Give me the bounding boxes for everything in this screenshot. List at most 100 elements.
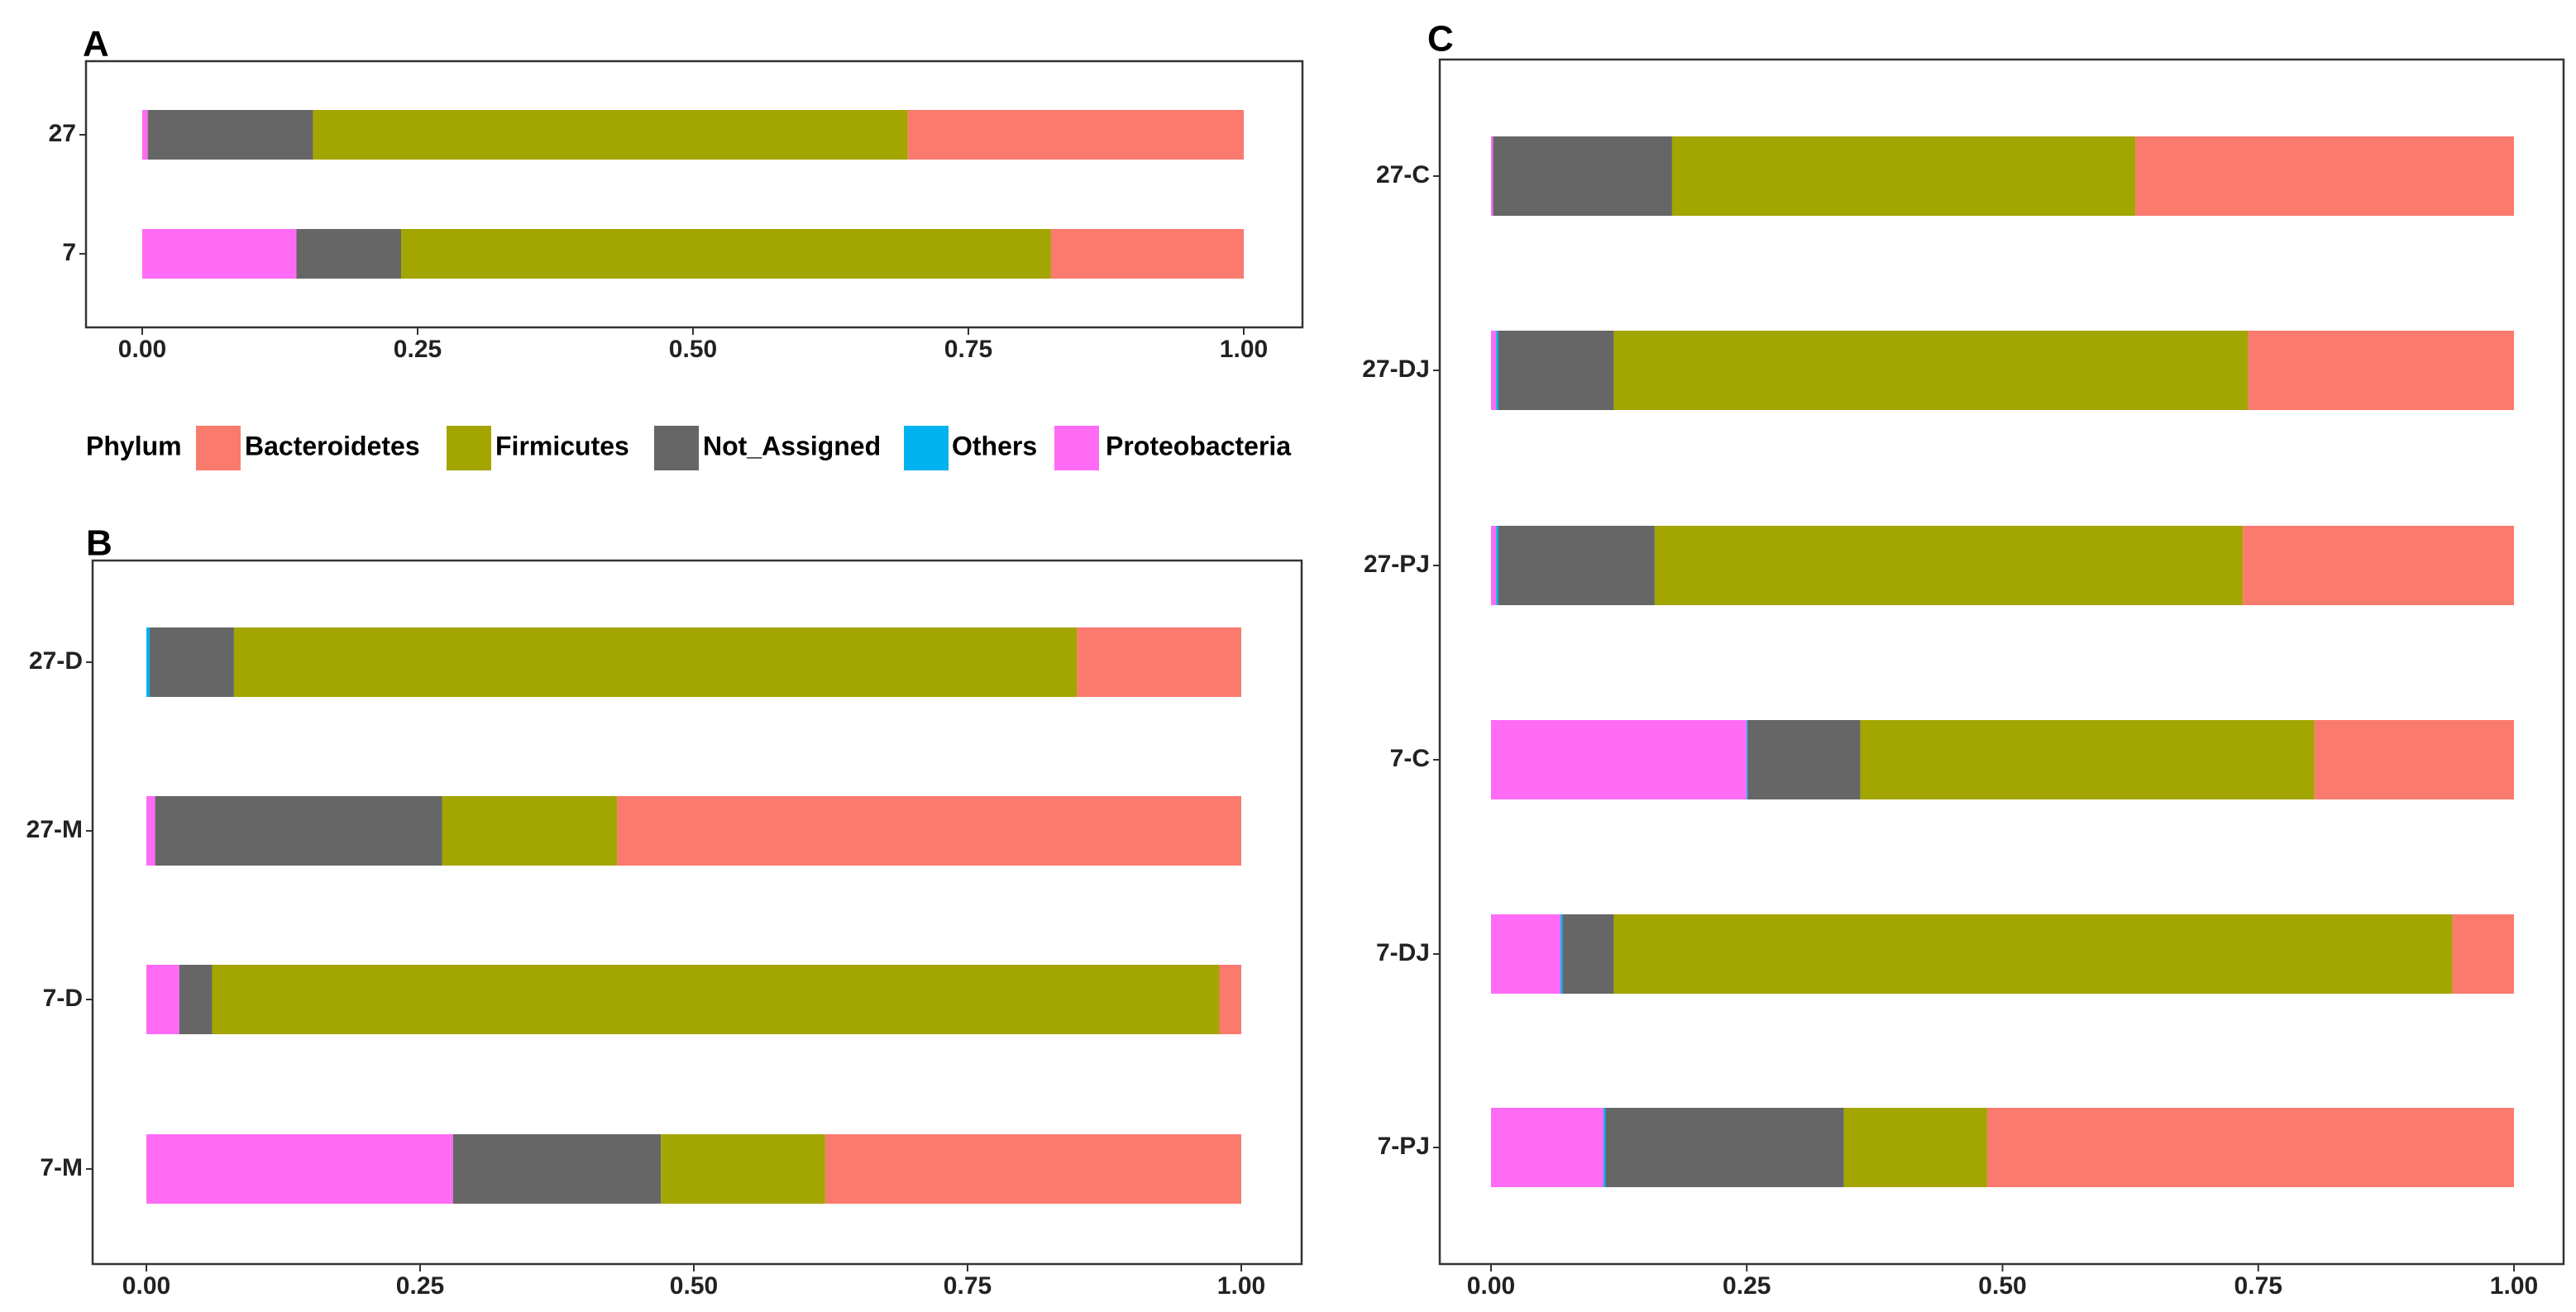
bar-row-27-d	[146, 627, 1241, 697]
x-tick-label: 0.75	[2234, 1272, 2282, 1300]
bar-segment-others	[1560, 914, 1563, 994]
bar-segment-others	[146, 627, 150, 697]
bar-segment-not-assigned	[155, 796, 442, 866]
bar-segment-firmicutes	[212, 965, 1220, 1034]
x-tick-label: 0.75	[944, 1272, 992, 1300]
bar-segment-proteobacteria	[142, 229, 297, 279]
bar-row-27-pj	[1491, 526, 2514, 605]
x-tick-label: 0.00	[122, 1272, 170, 1300]
bar-segment-not-assigned	[179, 965, 213, 1034]
bar-segment-proteobacteria	[1491, 914, 1561, 994]
legend-label: Others	[952, 431, 1037, 460]
bar-segment-bacteroidetes	[2314, 720, 2514, 799]
x-tick-label: 0.50	[669, 336, 717, 363]
bar-segment-not-assigned	[1493, 136, 1672, 216]
bar-segment-firmicutes	[1613, 331, 2249, 410]
bar-segment-not-assigned	[1498, 331, 1614, 410]
bar-segment-firmicutes	[661, 1134, 825, 1204]
y-tick-label: 27-D	[29, 647, 83, 675]
plot-frame	[84, 60, 1304, 329]
y-tick-label: 7-PJ	[1378, 1133, 1430, 1160]
legend-swatch	[196, 426, 241, 470]
legend-item-others: Others	[904, 426, 1037, 470]
bar-row-27	[142, 110, 1244, 160]
bar-row-7-c	[1491, 720, 2514, 799]
x-tick-label: 1.00	[1217, 1272, 1265, 1300]
legend: Phylum Bacteroidetes Firmicutes Not_Assigne…	[86, 426, 1291, 470]
bar-row-7	[142, 229, 1244, 279]
bar-segment-not-assigned	[1605, 1108, 1844, 1187]
bar-segment-bacteroidetes	[2452, 914, 2514, 994]
y-tick-label: 7	[62, 239, 76, 266]
x-tick-label: 0.00	[1467, 1272, 1515, 1300]
bar-segment-proteobacteria	[1491, 331, 1497, 410]
legend-swatch	[904, 426, 949, 470]
panel-b: B 27-D 27-M 7-D 7-M 0.00 0.25 0.50 0.75 1.00	[26, 523, 1303, 1300]
bar-segment-firmicutes	[401, 229, 1051, 279]
bar-segment-bacteroidetes	[617, 796, 1241, 866]
x-tick-label: 0.25	[1723, 1272, 1771, 1300]
bar-row-7-d	[146, 965, 1241, 1034]
plot-frame	[1438, 58, 2565, 1266]
bar-segment-proteobacteria	[1491, 720, 1747, 799]
panel-c: C 27-C 27-DJ 27-PJ 7-C 7-DJ 7-PJ 0.00 0.25 0.50 0.…	[1362, 19, 2565, 1300]
bar-segment-proteobacteria	[1491, 1108, 1604, 1187]
x-tick-label: 0.50	[670, 1272, 718, 1300]
y-tick-label: 27-PJ	[1364, 551, 1430, 578]
bar-segment-proteobacteria	[146, 796, 155, 866]
bar-segment-firmicutes	[1843, 1108, 1987, 1187]
x-tick-label: 0.00	[118, 336, 166, 363]
y-tick-label: 7-M	[40, 1154, 83, 1181]
legend-swatch	[654, 426, 699, 470]
bar-segment-bacteroidetes	[1050, 229, 1244, 279]
legend-title: Phylum	[86, 431, 182, 460]
bar-segment-firmicutes	[442, 796, 618, 866]
bar-segment-others	[1496, 331, 1498, 410]
legend-item-firmicutes: Firmicutes	[447, 426, 629, 470]
bar-row-7-m	[146, 1134, 1241, 1204]
bar-segment-proteobacteria	[142, 110, 148, 160]
legend-item-bacteroidetes: Bacteroidetes	[196, 426, 420, 470]
panel-label: B	[86, 523, 112, 564]
panel-label: A	[83, 24, 109, 64]
bar-segment-firmicutes	[1654, 526, 2244, 605]
y-tick-label: 7-D	[43, 985, 83, 1012]
bar-segment-bacteroidetes	[2248, 331, 2514, 410]
bar-segment-not-assigned	[1498, 526, 1655, 605]
x-tick-label: 1.00	[2490, 1272, 2538, 1300]
bar-segment-others	[1496, 526, 1498, 605]
y-tick-label: 27-C	[1376, 161, 1430, 188]
bar-segment-proteobacteria	[1491, 136, 1494, 216]
bar-row-27-dj	[1491, 331, 2514, 410]
legend-item-not-assigned: Not_Assigned	[654, 426, 881, 470]
bar-segment-bacteroidetes	[907, 110, 1244, 160]
bar-segment-proteobacteria	[1491, 526, 1497, 605]
bar-row-7-pj	[1491, 1108, 2514, 1187]
bar-segment-firmicutes	[1671, 136, 2136, 216]
bar-segment-not-assigned	[1562, 914, 1614, 994]
bar-segment-not-assigned	[296, 229, 402, 279]
x-tick-label: 0.25	[394, 336, 442, 363]
bar-row-7-dj	[1491, 914, 2514, 994]
y-tick-label: 27	[49, 120, 76, 147]
legend-label: Bacteroidetes	[245, 431, 420, 460]
bar-segment-bacteroidetes	[1986, 1108, 2514, 1187]
bar-segment-not-assigned	[147, 110, 313, 160]
legend-item-proteobacteria: Proteobacteria	[1054, 426, 1291, 470]
bar-segment-not-assigned	[452, 1134, 662, 1204]
bar-segment-not-assigned	[149, 627, 234, 697]
bar-segment-firmicutes	[1613, 914, 2453, 994]
y-tick-label: 27-DJ	[1362, 355, 1430, 383]
plot-frame	[91, 559, 1303, 1266]
x-tick-label: 1.00	[1220, 336, 1268, 363]
bar-segment-bacteroidetes	[1219, 965, 1241, 1034]
bar-segment-others	[1603, 1108, 1606, 1187]
bar-segment-proteobacteria	[146, 1134, 453, 1204]
x-tick-label: 0.50	[1978, 1272, 2026, 1300]
bar-segment-bacteroidetes	[2135, 136, 2514, 216]
y-tick-label: 7-DJ	[1376, 939, 1430, 966]
x-tick-label: 0.25	[396, 1272, 444, 1300]
bar-row-27-m	[146, 796, 1241, 866]
bar-segment-bacteroidetes	[824, 1134, 1241, 1204]
